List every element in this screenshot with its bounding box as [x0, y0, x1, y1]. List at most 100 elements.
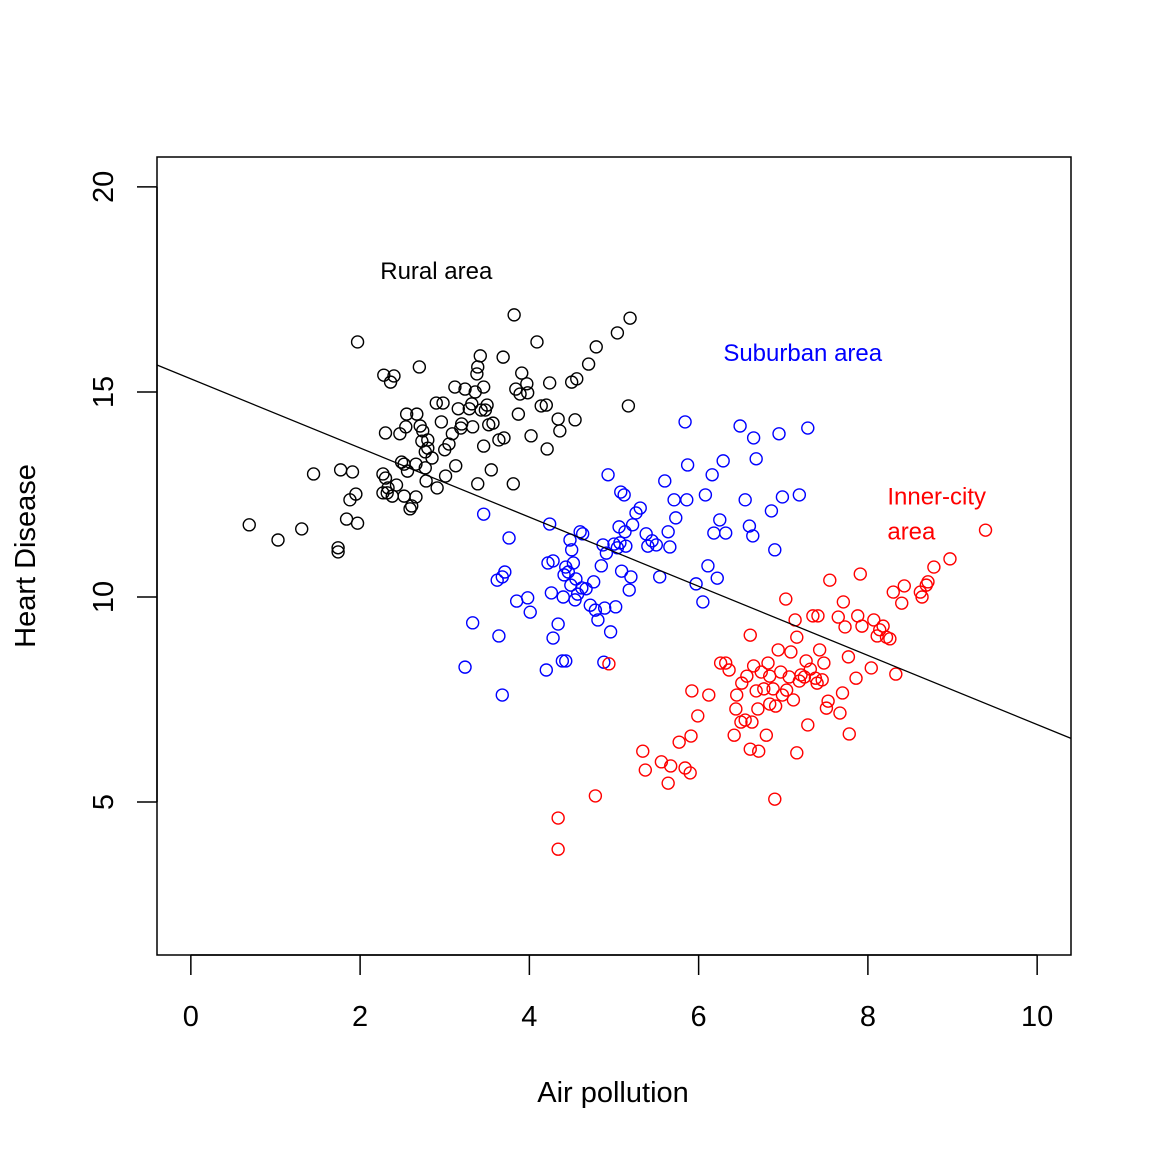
data-point-rural-area — [465, 397, 479, 411]
data-point-rural-area — [403, 502, 417, 516]
data-point-rural-area — [350, 516, 365, 530]
data-point-inner-city-area — [817, 656, 831, 670]
data-point-suburban-area — [555, 654, 570, 668]
data-point-rural-area — [434, 415, 449, 429]
data-point-suburban-area — [495, 688, 509, 702]
data-point-inner-city-area — [551, 811, 565, 825]
data-point-suburban-area — [742, 519, 757, 533]
data-point-inner-city-area — [730, 688, 744, 702]
data-point-suburban-area — [719, 526, 733, 540]
data-point-rural-area — [509, 382, 523, 396]
data-point-rural-area — [350, 335, 365, 349]
data-point-inner-city-area — [664, 759, 678, 773]
data-point-suburban-area — [544, 586, 559, 600]
data-point-suburban-area — [689, 577, 703, 591]
data-point-inner-city-area — [735, 676, 749, 690]
data-point-rural-area — [610, 326, 625, 340]
data-point-inner-city-area — [915, 590, 929, 604]
data-point-suburban-area — [775, 490, 790, 504]
data-point-rural-area — [507, 308, 521, 322]
data-point-rural-area — [349, 487, 363, 501]
data-point-inner-city-area — [722, 663, 736, 677]
data-point-inner-city-area — [636, 744, 650, 758]
data-point-suburban-area — [705, 468, 719, 482]
data-point-inner-city-area — [727, 728, 741, 742]
data-point-rural-area — [378, 426, 393, 440]
data-point-suburban-area — [559, 654, 573, 668]
data-point-rural-area — [530, 335, 544, 349]
data-point-rural-area — [621, 399, 636, 413]
data-point-suburban-area — [716, 454, 730, 468]
data-point-suburban-area — [680, 493, 694, 507]
data-point-suburban-area — [792, 488, 807, 502]
data-point-inner-city-area — [819, 701, 834, 715]
data-point-suburban-area — [678, 415, 692, 429]
data-point-rural-area — [410, 407, 424, 421]
data-point-inner-city-area — [766, 682, 780, 696]
data-point-inner-city-area — [768, 699, 783, 713]
data-point-rural-area — [451, 402, 465, 416]
annotations: Rural area Suburban area Inner-city area — [380, 258, 986, 545]
data-point-inner-city-area — [678, 761, 692, 775]
data-point-suburban-area — [713, 513, 727, 527]
data-point-inner-city-area — [823, 573, 837, 587]
y-tick-label: 10 — [88, 581, 120, 613]
data-point-suburban-area — [764, 504, 779, 518]
data-point-suburban-area — [746, 529, 760, 543]
data-point-inner-city-area — [738, 713, 752, 727]
data-point-inner-city-area — [743, 742, 757, 756]
data-point-suburban-area — [542, 517, 557, 531]
data-point-suburban-area — [661, 525, 675, 539]
data-point-rural-area — [553, 424, 567, 438]
data-point-inner-city-area — [873, 623, 887, 637]
data-point-inner-city-area — [927, 560, 941, 574]
data-point-inner-city-area — [821, 694, 835, 708]
data-point-suburban-area — [603, 625, 618, 639]
data-point-rural-area — [623, 311, 637, 325]
data-point-suburban-area — [551, 617, 565, 631]
data-point-rural-area — [540, 442, 554, 456]
data-point-suburban-area — [625, 518, 640, 532]
data-point-rural-area — [331, 545, 345, 559]
annotation-label: area — [887, 518, 936, 545]
data-point-rural-area — [387, 369, 401, 383]
data-point-inner-city-area — [551, 842, 565, 856]
data-point-rural-area — [570, 372, 584, 386]
data-point-inner-city-area — [691, 709, 705, 723]
data-point-rural-area — [381, 481, 395, 495]
data-point-suburban-area — [663, 540, 677, 554]
data-point-inner-city-area — [790, 630, 804, 644]
data-point-rural-area — [520, 386, 535, 400]
x-tick-label: 2 — [352, 1001, 368, 1033]
data-point-suburban-area — [749, 452, 763, 466]
data-point-rural-area — [458, 382, 472, 396]
data-point-suburban-area — [658, 474, 672, 488]
data-point-inner-city-area — [752, 744, 766, 758]
data-point-suburban-area — [465, 616, 480, 630]
data-point-rural-area — [376, 486, 390, 500]
data-point-rural-area — [405, 499, 419, 513]
data-point-rural-area — [476, 380, 491, 394]
data-point-inner-city-area — [835, 686, 850, 700]
data-point-suburban-area — [614, 485, 628, 499]
data-point-inner-city-area — [702, 688, 716, 702]
data-point-rural-area — [389, 478, 404, 492]
data-point-suburban-area — [669, 511, 683, 525]
data-point-inner-city-area — [943, 552, 957, 566]
regression-line — [156, 364, 1072, 739]
data-point-inner-city-area — [831, 610, 845, 624]
data-point-suburban-area — [597, 601, 612, 615]
data-point-inner-city-area — [867, 613, 881, 627]
data-point-inner-city-area — [806, 609, 820, 623]
data-point-rural-area — [345, 465, 360, 479]
data-point-inner-city-area — [761, 656, 775, 670]
data-point-rural-area — [331, 541, 345, 555]
data-point-inner-city-area — [588, 789, 603, 803]
data-point-inner-city-area — [895, 596, 909, 610]
data-point-suburban-area — [801, 421, 815, 435]
x-tick-label: 4 — [521, 1001, 537, 1033]
data-point-rural-area — [476, 439, 491, 453]
data-point-suburban-area — [696, 595, 710, 609]
data-point-suburban-area — [633, 501, 647, 515]
data-point-rural-area — [589, 340, 603, 354]
